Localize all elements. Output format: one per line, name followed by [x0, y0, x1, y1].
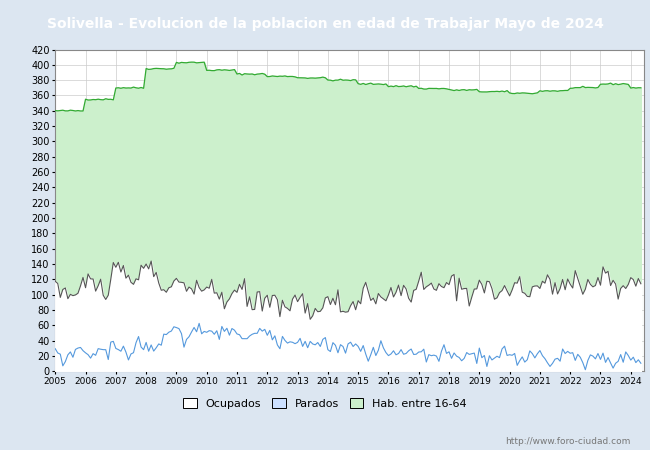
Legend: Ocupados, Parados, Hab. entre 16-64: Ocupados, Parados, Hab. entre 16-64: [179, 394, 471, 414]
Text: Solivella - Evolucion de la poblacion en edad de Trabajar Mayo de 2024: Solivella - Evolucion de la poblacion en…: [47, 17, 603, 31]
Text: http://www.foro-ciudad.com: http://www.foro-ciudad.com: [505, 436, 630, 446]
